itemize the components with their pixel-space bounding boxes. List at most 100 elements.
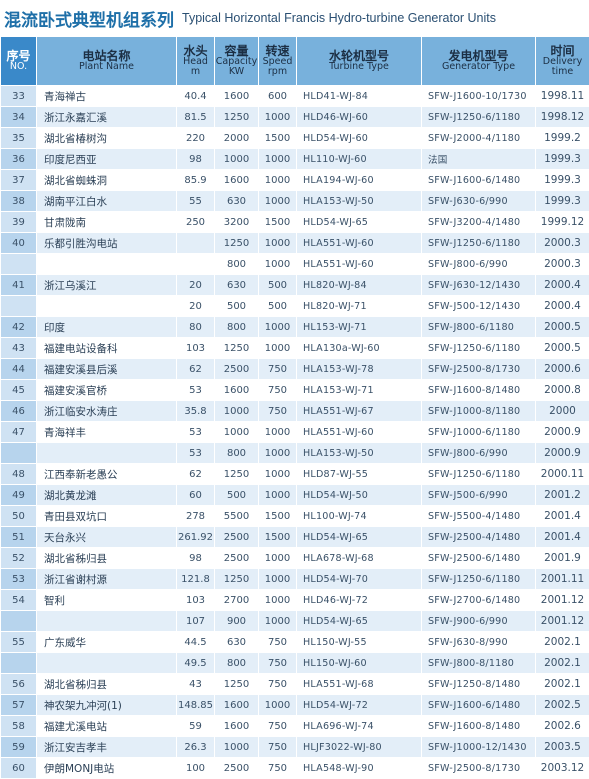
cell-head: 107 [177, 611, 215, 632]
cell-speed: 750 [259, 674, 297, 695]
cell-capacity: 800 [215, 443, 259, 464]
cell-capacity: 2700 [215, 590, 259, 611]
cell-no: 43 [1, 338, 37, 359]
cell-speed: 1000 [259, 107, 297, 128]
cell-plant-name: 湖北省秭归县 [37, 548, 177, 569]
title-chinese: 混流卧式典型机组系列 [4, 6, 174, 31]
cell-delivery-time: 2000.9 [536, 422, 589, 443]
cell-delivery-time: 2001.4 [536, 527, 589, 548]
cell-speed: 750 [259, 380, 297, 401]
cell-capacity: 800 [215, 317, 259, 338]
cell-head: 278 [177, 506, 215, 527]
cell-plant-name [37, 443, 177, 464]
cell-no: 50 [1, 506, 37, 527]
cell-no: 41 [1, 275, 37, 296]
cell-capacity: 800 [215, 653, 259, 674]
cell-delivery-time: 2000.3 [536, 233, 589, 254]
cell-generator-type: SFW-J800-6/990 [422, 443, 536, 464]
cell-delivery-time: 2000.5 [536, 317, 589, 338]
cell-generator-type: SFW-J800-8/1180 [422, 653, 536, 674]
cell-generator-type: SFW-J1600-10/1730 [422, 86, 536, 107]
cell-turbine-type: HLD54-WJ-65 [297, 212, 422, 233]
cell-delivery-time: 2003.5 [536, 737, 589, 758]
cell-capacity: 1600 [215, 716, 259, 737]
cell-head: 62 [177, 359, 215, 380]
cell-turbine-type: HLA696-WJ-74 [297, 716, 422, 737]
cell-speed: 1000 [259, 422, 297, 443]
cell-head: 98 [177, 149, 215, 170]
cell-head: 53 [177, 422, 215, 443]
cell-generator-type: SFW-J2000-4/1180 [422, 128, 536, 149]
cell-capacity: 1250 [215, 674, 259, 695]
cell-speed: 1000 [259, 485, 297, 506]
cell-head: 103 [177, 590, 215, 611]
cell-plant-name: 浙江省谢村源 [37, 569, 177, 590]
cell-turbine-type: HLD46-WJ-72 [297, 590, 422, 611]
cell-plant-name [37, 254, 177, 275]
cell-generator-type: SFW-J2500-8/1730 [422, 758, 536, 779]
cell-no: 37 [1, 170, 37, 191]
cell-delivery-time: 2000 [536, 401, 589, 422]
cell-head: 20 [177, 296, 215, 317]
cell-delivery-time: 2000.9 [536, 443, 589, 464]
cell-turbine-type: HL100-WJ-74 [297, 506, 422, 527]
cell-speed: 750 [259, 716, 297, 737]
cell-plant-name: 浙江乌溪江 [37, 275, 177, 296]
cell-no: 59 [1, 737, 37, 758]
cell-no [1, 443, 37, 464]
cell-speed: 1000 [259, 191, 297, 212]
cell-no: 38 [1, 191, 37, 212]
cell-capacity: 2500 [215, 527, 259, 548]
cell-speed: 500 [259, 296, 297, 317]
cell-generator-type: SFW-J1600-6/1480 [422, 695, 536, 716]
cell-head [177, 233, 215, 254]
cell-no: 55 [1, 632, 37, 653]
cell-speed: 1000 [259, 569, 297, 590]
cell-delivery-time: 2000.4 [536, 296, 589, 317]
cell-generator-type: SFW-J2500-6/1480 [422, 548, 536, 569]
cell-generator-type: SFW-J1600-8/1480 [422, 380, 536, 401]
cell-head: 100 [177, 758, 215, 779]
cell-delivery-time: 1999.3 [536, 191, 589, 212]
cell-plant-name: 湖北省秭归县 [37, 674, 177, 695]
cell-head: 261.92 [177, 527, 215, 548]
cell-head: 103 [177, 338, 215, 359]
cell-generator-type: SFW-J630-8/990 [422, 632, 536, 653]
cell-head: 49.5 [177, 653, 215, 674]
cell-speed: 1000 [259, 338, 297, 359]
cell-head: 26.3 [177, 737, 215, 758]
cell-delivery-time: 2000.11 [536, 464, 589, 485]
cell-no [1, 653, 37, 674]
cell-head: 81.5 [177, 107, 215, 128]
cell-no [1, 296, 37, 317]
cell-head: 250 [177, 212, 215, 233]
cell-capacity: 1600 [215, 86, 259, 107]
cell-capacity: 2500 [215, 359, 259, 380]
cell-no: 48 [1, 464, 37, 485]
cell-capacity: 630 [215, 191, 259, 212]
cell-generator-type: SFW-J1250-6/1180 [422, 338, 536, 359]
cell-generator-type: SFW-J2500-4/1480 [422, 527, 536, 548]
cell-generator-type: SFW-J1250-6/1180 [422, 569, 536, 590]
cell-head: 44.5 [177, 632, 215, 653]
cell-plant-name: 福建安溪县后溪 [37, 359, 177, 380]
cell-speed: 1000 [259, 443, 297, 464]
cell-plant-name: 青田县双坑口 [37, 506, 177, 527]
cell-no: 52 [1, 548, 37, 569]
cell-head: 85.9 [177, 170, 215, 191]
cell-plant-name: 智利 [37, 590, 177, 611]
cell-capacity: 1250 [215, 338, 259, 359]
cell-capacity: 800 [215, 254, 259, 275]
